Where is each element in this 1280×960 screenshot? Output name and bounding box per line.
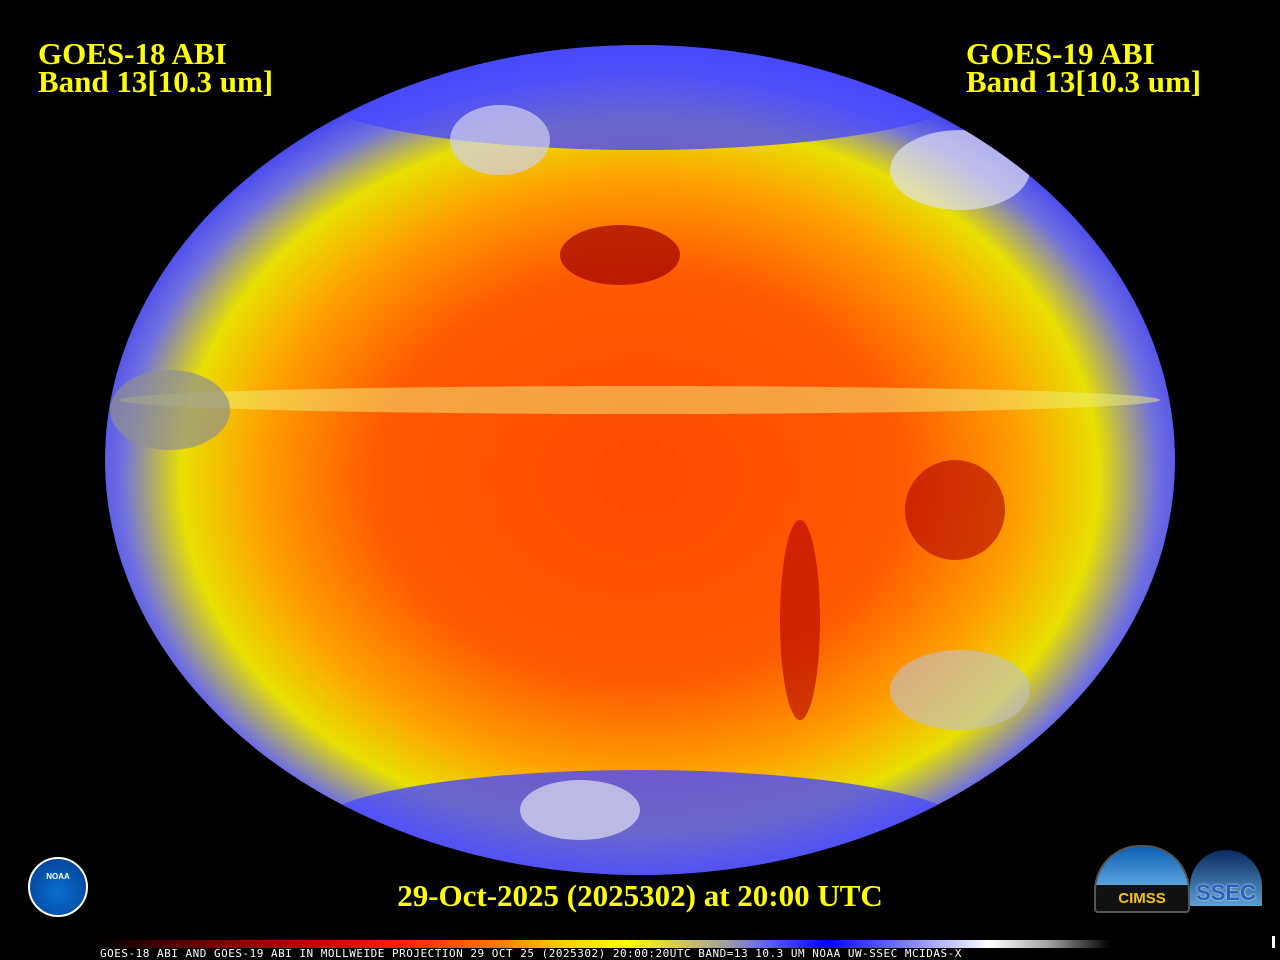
marker bbox=[1272, 936, 1275, 948]
satellite-name: GOES-19 ABI bbox=[966, 36, 1155, 71]
cimss-logo: CIMSS bbox=[1094, 845, 1190, 913]
timestamp: 29-Oct-2025 (2025302) at 20:00 UTC bbox=[397, 878, 883, 913]
right-satellite-title: GOES-19 ABI Band 13[10.3 um] bbox=[966, 36, 1202, 99]
band-label: Band 13[10.3 um] bbox=[966, 64, 1202, 99]
left-satellite-title: GOES-18 ABI Band 13[10.3 um] bbox=[38, 36, 274, 99]
band-label: Band 13[10.3 um] bbox=[38, 64, 274, 99]
cimss-logo-text: CIMSS bbox=[1118, 890, 1166, 907]
satellite-name: GOES-18 ABI bbox=[38, 36, 227, 71]
color-bar bbox=[100, 940, 1110, 948]
ssec-logo: SSEC bbox=[1190, 850, 1262, 906]
noaa-logo-text: NOAA bbox=[46, 872, 70, 881]
noaa-logo: NOAA bbox=[28, 857, 88, 917]
ssec-logo-text: SSEC bbox=[1196, 880, 1256, 905]
caption: GOES-18 ABI AND GOES-19 ABI IN MOLLWEIDE… bbox=[100, 947, 962, 960]
